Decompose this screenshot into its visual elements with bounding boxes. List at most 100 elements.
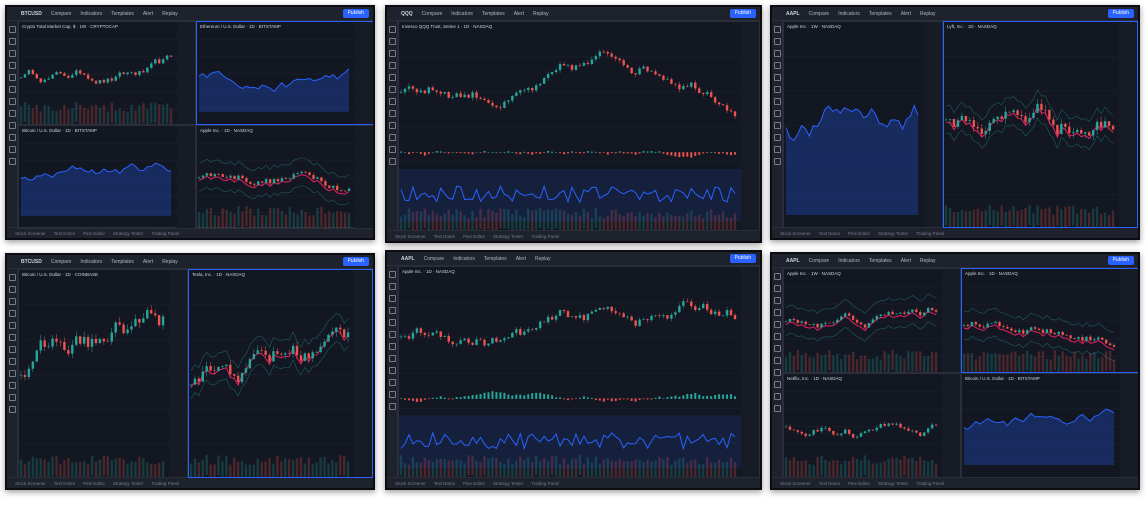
tool-icon[interactable] [8, 110, 16, 117]
toolbar-button[interactable]: Compare [50, 258, 72, 265]
tool-icon[interactable] [773, 381, 781, 388]
tool-icon[interactable] [773, 62, 781, 69]
bottom-tab[interactable]: Strategy Tester [878, 480, 909, 486]
toolbar-button[interactable]: Alert [142, 258, 154, 265]
toolbar-button[interactable]: Alert [142, 10, 154, 17]
bottom-tab[interactable]: Pine Editor [463, 480, 486, 486]
tool-icon[interactable] [8, 86, 16, 93]
bottom-tab[interactable]: Text Notes [433, 233, 456, 239]
toolbar-button[interactable]: Replay [533, 10, 549, 17]
tool-icon[interactable] [388, 355, 396, 362]
toolbar-button[interactable]: Alert [900, 10, 911, 17]
bottom-tab[interactable]: Text Notes [433, 480, 456, 486]
tool-icon[interactable] [8, 406, 16, 413]
tool-icon[interactable] [388, 98, 396, 105]
tool-icon[interactable] [388, 158, 396, 165]
tool-icon[interactable] [8, 346, 16, 353]
bottom-tab[interactable]: Stock Screener [395, 233, 426, 239]
bottom-tab[interactable]: Stock Screener [395, 480, 426, 486]
toolbar-button[interactable]: Compare [808, 257, 830, 264]
tool-icon[interactable] [773, 333, 781, 340]
bottom-tab[interactable]: Text Notes [53, 230, 76, 236]
bottom-tab[interactable]: Pine Editor [83, 480, 106, 486]
tool-icon[interactable] [8, 146, 16, 153]
tool-icon[interactable] [773, 26, 781, 33]
toolbar-button[interactable]: Indicators [838, 10, 860, 17]
toolbar-button[interactable]: Templates [868, 257, 892, 264]
bottom-tab[interactable]: Trading Panel [916, 480, 945, 486]
bottom-tab[interactable]: Stock Screener [780, 230, 811, 236]
tool-icon[interactable] [773, 393, 781, 400]
tool-icon[interactable] [8, 322, 16, 329]
tool-icon[interactable] [773, 285, 781, 292]
tool-icon[interactable] [8, 38, 16, 45]
tool-icon[interactable] [773, 405, 781, 412]
bottom-tab[interactable]: Stock Screener [15, 230, 46, 236]
toolbar-button[interactable]: Indicators [451, 10, 473, 17]
publish-button[interactable]: Publish [729, 9, 756, 18]
toolbar-button[interactable]: Replay [162, 10, 178, 17]
tool-icon[interactable] [8, 26, 16, 33]
publish-button[interactable]: Publish [1107, 9, 1134, 18]
tool-icon[interactable] [8, 98, 16, 105]
tool-icon[interactable] [388, 62, 396, 69]
bottom-tab[interactable]: Strategy Tester [113, 480, 144, 486]
toolbar-button[interactable]: Templates [111, 10, 134, 17]
toolbar-button[interactable]: Indicators [80, 258, 103, 265]
tool-icon[interactable] [388, 379, 396, 386]
tool-icon[interactable] [388, 86, 396, 93]
toolbar-button[interactable]: Templates [111, 258, 134, 265]
bottom-tab[interactable]: Strategy Tester [493, 480, 524, 486]
tool-icon[interactable] [388, 295, 396, 302]
tool-icon[interactable] [773, 74, 781, 81]
bottom-tab[interactable]: Pine Editor [848, 480, 871, 486]
tool-icon[interactable] [773, 86, 781, 93]
tool-icon[interactable] [773, 273, 781, 280]
bottom-tab[interactable]: Text Notes [53, 480, 76, 486]
toolbar-button[interactable]: Templates [483, 255, 507, 262]
tool-icon[interactable] [388, 331, 396, 338]
bottom-tab[interactable]: Trading Panel [151, 230, 180, 236]
tool-icon[interactable] [8, 62, 16, 69]
toolbar-button[interactable]: Indicators [453, 255, 475, 262]
toolbar-button[interactable]: Replay [162, 258, 178, 265]
toolbar-button[interactable]: Compare [808, 10, 830, 17]
tool-icon[interactable] [388, 74, 396, 81]
bottom-tab[interactable]: Trading Panel [531, 480, 560, 486]
toolbar-button[interactable]: Indicators [838, 257, 860, 264]
tool-icon[interactable] [773, 158, 781, 165]
tool-icon[interactable] [773, 110, 781, 117]
toolbar-button[interactable]: Alert [900, 257, 911, 264]
publish-button[interactable]: Publish [342, 257, 369, 266]
bottom-tab[interactable]: Strategy Tester [878, 230, 909, 236]
bottom-tab[interactable]: Trading Panel [916, 230, 945, 236]
bottom-tab[interactable]: Text Notes [818, 230, 841, 236]
bottom-tab[interactable]: Pine Editor [463, 233, 486, 239]
tool-icon[interactable] [773, 297, 781, 304]
toolbar-button[interactable]: Compare [421, 10, 443, 17]
tool-icon[interactable] [388, 343, 396, 350]
tool-icon[interactable] [388, 283, 396, 290]
bottom-tab[interactable]: Stock Screener [780, 480, 811, 486]
bottom-tab[interactable]: Pine Editor [848, 230, 871, 236]
tool-icon[interactable] [8, 298, 16, 305]
publish-button[interactable]: Publish [729, 254, 756, 263]
tool-icon[interactable] [8, 310, 16, 317]
toolbar-button[interactable]: Templates [481, 10, 505, 17]
toolbar-button[interactable]: Compare [50, 10, 72, 17]
toolbar-button[interactable]: Alert [515, 255, 526, 262]
tool-icon[interactable] [388, 307, 396, 314]
tool-icon[interactable] [8, 74, 16, 81]
tool-icon[interactable] [8, 134, 16, 141]
tool-icon[interactable] [8, 394, 16, 401]
tool-icon[interactable] [388, 391, 396, 398]
tool-icon[interactable] [388, 26, 396, 33]
tool-icon[interactable] [773, 345, 781, 352]
bottom-tab[interactable]: Trading Panel [531, 233, 560, 239]
tool-icon[interactable] [388, 367, 396, 374]
tool-icon[interactable] [388, 122, 396, 129]
tool-icon[interactable] [388, 110, 396, 117]
tool-icon[interactable] [773, 50, 781, 57]
tool-icon[interactable] [388, 134, 396, 141]
tool-icon[interactable] [388, 38, 396, 45]
